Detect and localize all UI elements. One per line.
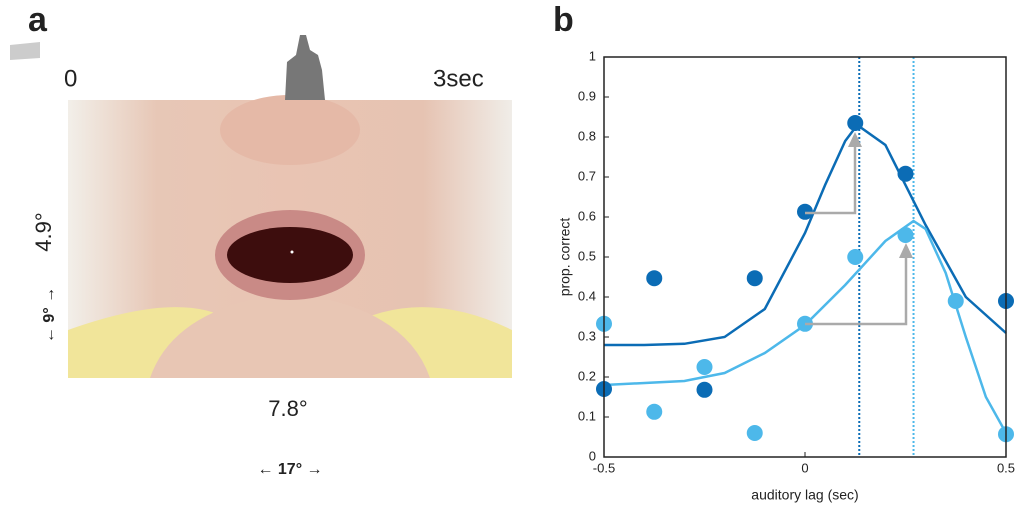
data-point (747, 425, 763, 441)
time-start: 0 (64, 65, 77, 92)
y-tick-label: 0.6 (578, 208, 596, 223)
y-tick-label: 0.3 (578, 328, 596, 343)
image-height: ← 9° → (41, 287, 58, 343)
y-tick-label: 0.1 (578, 408, 596, 423)
shift-arrow (805, 143, 855, 213)
x-axis-label: auditory lag (sec) (751, 487, 858, 503)
x-tick-label: -0.5 (593, 460, 615, 475)
image-width: ← 17° → (257, 461, 322, 478)
y-tick-label: 0.7 (578, 168, 596, 183)
data-point (847, 115, 863, 131)
panel-label: a (28, 1, 48, 39)
y-tick-label: 0.5 (578, 248, 596, 263)
figure: a 0 3sec 4.9° ← 9° → 7.8° ← 17° → b 0 0.1… (0, 0, 1022, 517)
mouth-height: 4.9° (31, 212, 56, 251)
y-tick-label: 0.2 (578, 368, 596, 383)
data-point (646, 270, 662, 286)
time-end: 3sec (433, 65, 484, 92)
fixation (291, 251, 294, 254)
data-point (747, 270, 763, 286)
waveform (285, 35, 325, 100)
y-tick-label: 0.8 (578, 128, 596, 143)
data-point (948, 293, 964, 309)
mouth-width: 7.8° (268, 396, 307, 421)
x-tick-label: 0 (801, 460, 808, 475)
data-point (847, 249, 863, 265)
plot-frame (604, 57, 1006, 457)
mouth (227, 227, 353, 283)
data-point (898, 166, 914, 182)
shift-arrow (805, 255, 906, 324)
nose (220, 95, 360, 165)
y-tick-label: 0.4 (578, 288, 596, 303)
panel-label: b (553, 1, 574, 39)
waveform-edge (10, 42, 40, 60)
y-tick-label: 0.9 (578, 88, 596, 103)
data-point (898, 227, 914, 243)
arrow-head (899, 243, 913, 258)
x-tick-label: 0.5 (997, 460, 1015, 475)
fit-curve (604, 125, 1006, 345)
y-axis-label: prop. correct (557, 218, 573, 297)
data-point (697, 359, 713, 375)
data-point (646, 404, 662, 420)
y-tick-label: 1 (589, 48, 596, 63)
data-point (697, 382, 713, 398)
